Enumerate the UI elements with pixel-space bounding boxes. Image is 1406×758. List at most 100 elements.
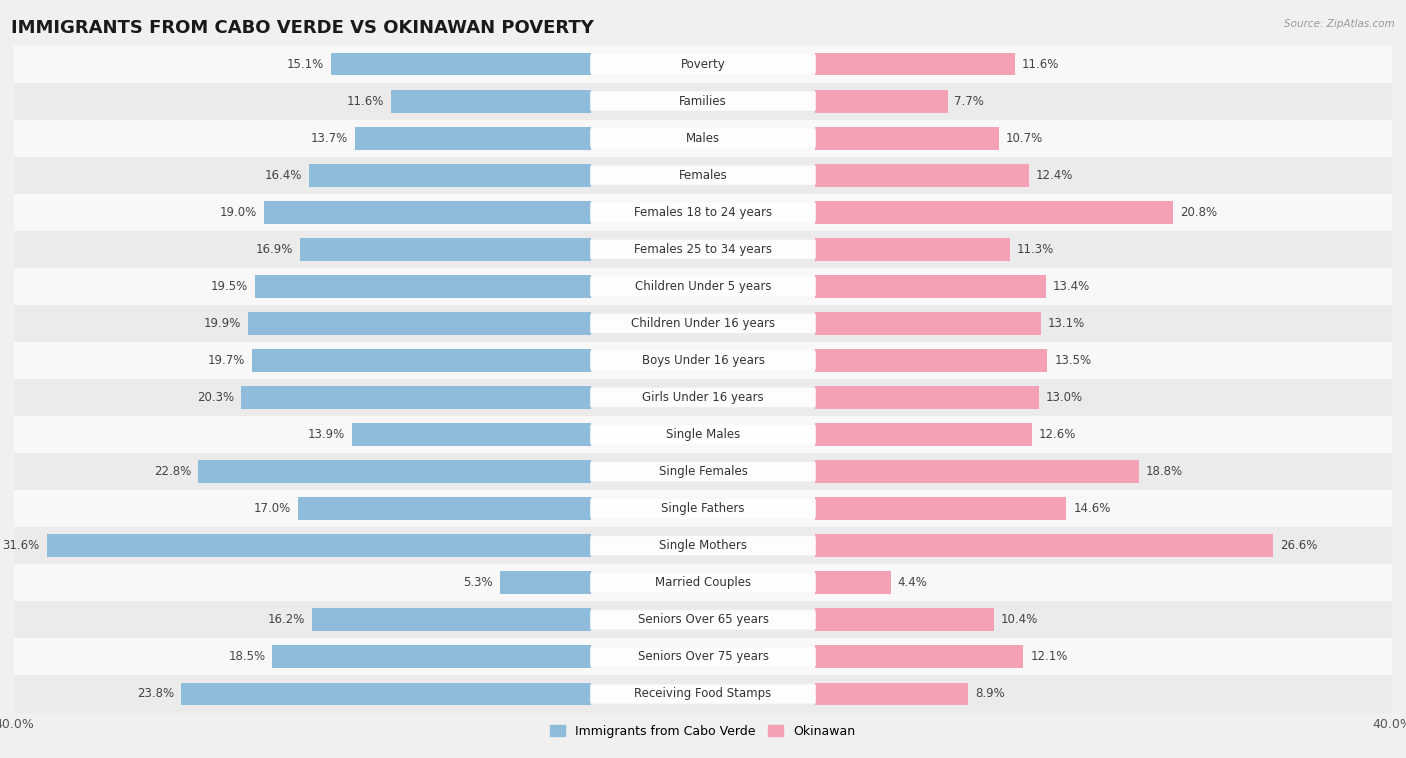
Bar: [499, 572, 591, 594]
Bar: [330, 52, 591, 76]
Text: 13.9%: 13.9%: [308, 428, 344, 441]
Text: 11.3%: 11.3%: [1017, 243, 1053, 255]
FancyBboxPatch shape: [591, 573, 815, 593]
Bar: [14, 157, 1392, 194]
Bar: [14, 230, 1392, 268]
Bar: [249, 312, 591, 335]
Text: 13.5%: 13.5%: [1054, 354, 1091, 367]
Text: 14.6%: 14.6%: [1073, 503, 1111, 515]
FancyBboxPatch shape: [591, 388, 815, 407]
Bar: [14, 268, 1392, 305]
Bar: [815, 682, 969, 706]
Text: 12.4%: 12.4%: [1035, 169, 1073, 182]
FancyBboxPatch shape: [591, 240, 815, 259]
Text: 15.1%: 15.1%: [287, 58, 323, 70]
Text: 12.1%: 12.1%: [1031, 650, 1067, 663]
Bar: [181, 682, 591, 706]
Bar: [14, 83, 1392, 120]
FancyBboxPatch shape: [591, 129, 815, 148]
FancyBboxPatch shape: [591, 610, 815, 629]
Text: Families: Families: [679, 95, 727, 108]
Text: 19.7%: 19.7%: [208, 354, 245, 367]
Text: 13.4%: 13.4%: [1053, 280, 1090, 293]
Bar: [14, 416, 1392, 453]
Text: Females 25 to 34 years: Females 25 to 34 years: [634, 243, 772, 255]
Text: 4.4%: 4.4%: [897, 576, 928, 589]
FancyBboxPatch shape: [591, 92, 815, 111]
Text: 19.9%: 19.9%: [204, 317, 242, 330]
Bar: [14, 564, 1392, 601]
FancyBboxPatch shape: [591, 684, 815, 703]
Bar: [252, 349, 591, 372]
Bar: [356, 127, 591, 149]
FancyBboxPatch shape: [591, 462, 815, 481]
Bar: [299, 238, 591, 261]
Bar: [298, 497, 591, 520]
Text: 11.6%: 11.6%: [1022, 58, 1059, 70]
Bar: [264, 201, 591, 224]
Bar: [256, 275, 591, 298]
Bar: [815, 423, 1032, 446]
Text: 16.2%: 16.2%: [267, 613, 305, 626]
Text: Seniors Over 65 years: Seniors Over 65 years: [637, 613, 769, 626]
Text: Poverty: Poverty: [681, 58, 725, 70]
Bar: [14, 305, 1392, 342]
Text: 10.7%: 10.7%: [1007, 132, 1043, 145]
Text: Receiving Food Stamps: Receiving Food Stamps: [634, 688, 772, 700]
Text: 16.4%: 16.4%: [264, 169, 302, 182]
FancyBboxPatch shape: [591, 499, 815, 518]
Bar: [14, 379, 1392, 416]
Text: Single Fathers: Single Fathers: [661, 503, 745, 515]
Text: Females 18 to 24 years: Females 18 to 24 years: [634, 205, 772, 219]
Bar: [14, 638, 1392, 675]
Text: 20.3%: 20.3%: [197, 391, 235, 404]
Text: 5.3%: 5.3%: [463, 576, 494, 589]
Bar: [273, 646, 591, 669]
Text: 12.6%: 12.6%: [1039, 428, 1076, 441]
Text: 17.0%: 17.0%: [254, 503, 291, 515]
Text: Males: Males: [686, 132, 720, 145]
Bar: [815, 497, 1066, 520]
Bar: [815, 275, 1046, 298]
FancyBboxPatch shape: [591, 425, 815, 444]
FancyBboxPatch shape: [591, 351, 815, 370]
FancyBboxPatch shape: [591, 277, 815, 296]
Text: Children Under 5 years: Children Under 5 years: [634, 280, 772, 293]
Text: Children Under 16 years: Children Under 16 years: [631, 317, 775, 330]
Bar: [815, 609, 994, 631]
Bar: [391, 89, 591, 112]
Text: 10.4%: 10.4%: [1001, 613, 1038, 626]
Text: 23.8%: 23.8%: [138, 688, 174, 700]
Text: 13.7%: 13.7%: [311, 132, 349, 145]
Bar: [815, 238, 1010, 261]
Text: 7.7%: 7.7%: [955, 95, 984, 108]
Legend: Immigrants from Cabo Verde, Okinawan: Immigrants from Cabo Verde, Okinawan: [546, 720, 860, 743]
Text: Married Couples: Married Couples: [655, 576, 751, 589]
FancyBboxPatch shape: [591, 202, 815, 222]
Text: 19.5%: 19.5%: [211, 280, 249, 293]
Text: Single Females: Single Females: [658, 465, 748, 478]
Text: 16.9%: 16.9%: [256, 243, 292, 255]
Bar: [815, 52, 1015, 76]
Bar: [815, 646, 1024, 669]
Bar: [14, 45, 1392, 83]
Bar: [14, 453, 1392, 490]
Bar: [815, 164, 1029, 186]
Text: IMMIGRANTS FROM CABO VERDE VS OKINAWAN POVERTY: IMMIGRANTS FROM CABO VERDE VS OKINAWAN P…: [11, 19, 595, 37]
Bar: [815, 127, 1000, 149]
Text: Single Mothers: Single Mothers: [659, 539, 747, 553]
Text: 18.8%: 18.8%: [1146, 465, 1182, 478]
Bar: [815, 312, 1040, 335]
FancyBboxPatch shape: [591, 647, 815, 666]
FancyBboxPatch shape: [591, 536, 815, 556]
Bar: [14, 120, 1392, 157]
Text: 13.1%: 13.1%: [1047, 317, 1084, 330]
Text: 11.6%: 11.6%: [347, 95, 384, 108]
Text: 26.6%: 26.6%: [1279, 539, 1317, 553]
Text: Seniors Over 75 years: Seniors Over 75 years: [637, 650, 769, 663]
FancyBboxPatch shape: [591, 55, 815, 74]
Text: 13.0%: 13.0%: [1046, 391, 1083, 404]
Bar: [815, 534, 1272, 557]
Text: Females: Females: [679, 169, 727, 182]
Text: 20.8%: 20.8%: [1180, 205, 1218, 219]
